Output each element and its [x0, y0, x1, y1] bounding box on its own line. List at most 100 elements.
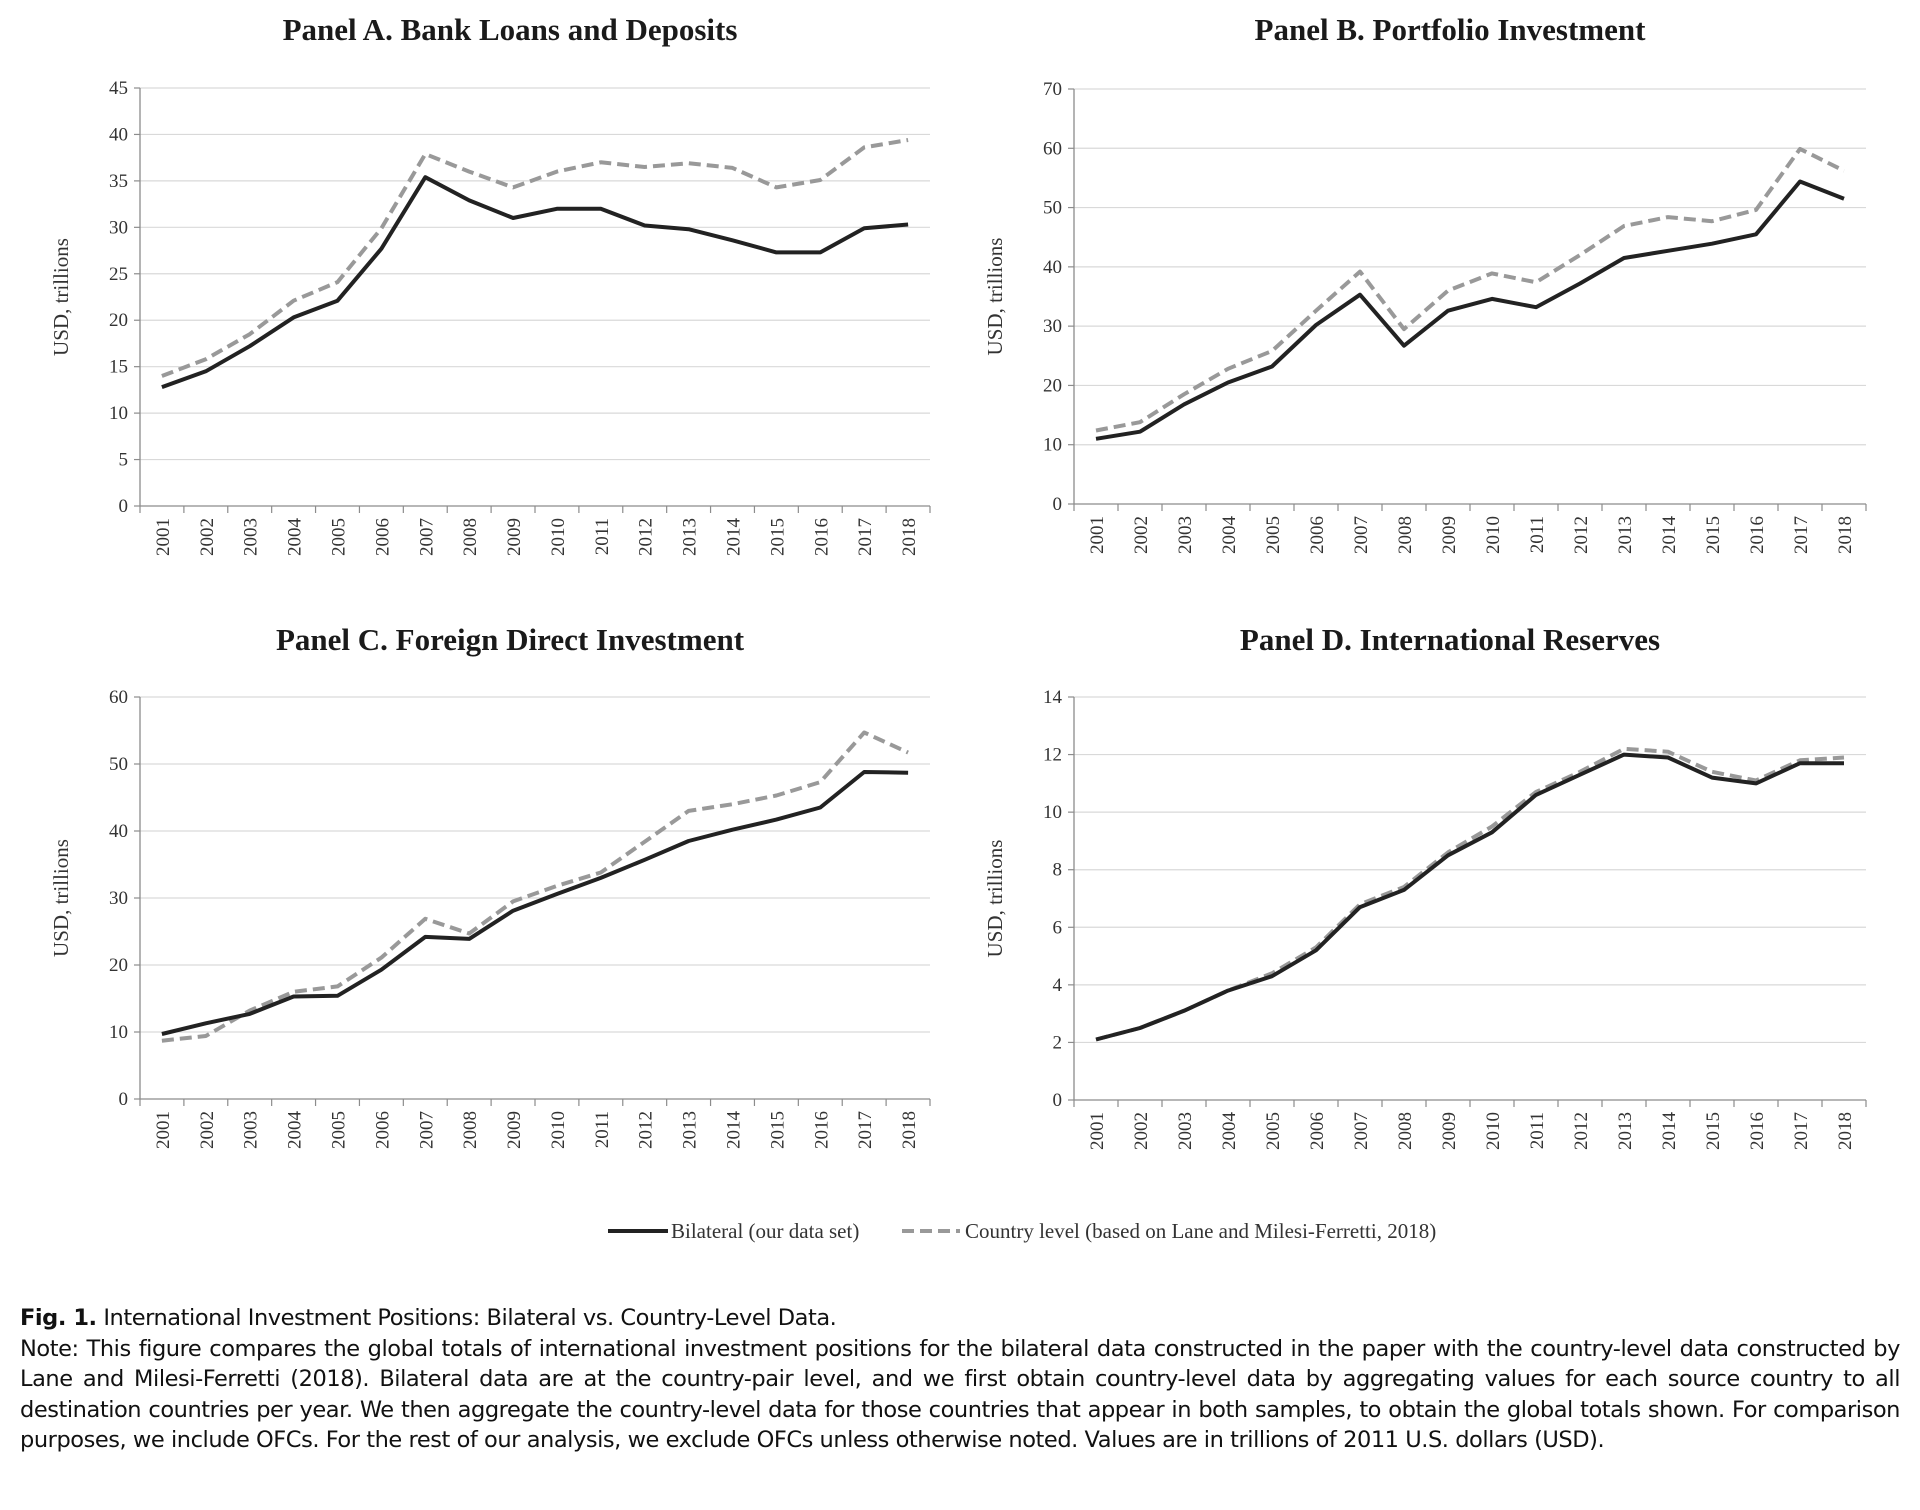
- panel-d-x-tick-label: 2018: [1835, 1112, 1856, 1150]
- panel-b-x-tick-label: 2002: [1131, 516, 1152, 554]
- panel-c-x-tick-label: 2017: [855, 1111, 876, 1149]
- panel-d-y-tick-label: 2: [1053, 1032, 1063, 1053]
- panel-c-y-tick-label: 60: [109, 687, 128, 708]
- panel-b-x-tick-label: 2004: [1219, 516, 1240, 555]
- panel-a-title: Panel A. Bank Loans and Deposits: [283, 12, 738, 47]
- panel-c-x-tick-label: 2010: [548, 1111, 569, 1149]
- panel-c-series-country-level: [161, 730, 909, 1043]
- panel-d-x-tick-label: 2016: [1747, 1112, 1768, 1150]
- panel-d-x-tick-label: 2005: [1263, 1112, 1284, 1150]
- panel-a-x-tick-label: 2008: [460, 518, 481, 556]
- panel-b-chart: Panel B. Portfolio Investment 0 10 20 30 40 50…: [983, 12, 1867, 555]
- panel-d-series-country-level: [1095, 746, 1845, 1042]
- panel-a-y-tick-label: 15: [109, 357, 128, 378]
- panel-b-x-tick-label: 2016: [1747, 516, 1768, 554]
- legend-label-country-level: Country level (based on Lane and Milesi-…: [965, 1219, 1436, 1243]
- panel-b-x-tick-label: 2014: [1659, 516, 1680, 555]
- panel-d-y-tick-label: 8: [1053, 860, 1063, 881]
- panel-b-y-tick-label: 70: [1043, 79, 1062, 100]
- panel-b-y-tick-label: 50: [1043, 198, 1062, 219]
- panel-b-x-tick-label: 2013: [1615, 516, 1636, 554]
- panel-b-y-tick-label: 40: [1043, 257, 1062, 278]
- panel-d-y-tick-label: 4: [1053, 975, 1063, 996]
- panel-c-x-tick-label: 2018: [899, 1111, 920, 1149]
- panel-a-y-tick-label: 5: [119, 450, 129, 471]
- panel-b-x-tick-label: 2015: [1703, 516, 1724, 554]
- panel-b-title: Panel B. Portfolio Investment: [1255, 12, 1647, 47]
- panel-b-x-tick-label: 2003: [1175, 516, 1196, 554]
- panel-c-y-tick-label: 20: [109, 955, 128, 976]
- panel-a-x-tick-label: 2001: [153, 518, 174, 556]
- panel-b-x-tick-label: 2005: [1263, 516, 1284, 554]
- panel-a-x-tick-label: 2007: [416, 518, 437, 556]
- panel-c-x-tick-label: 2009: [504, 1111, 525, 1149]
- panel-c-x-tick-label: 2007: [416, 1111, 437, 1149]
- panel-b-x-tick-label: 2011: [1527, 516, 1548, 553]
- panel-d-y-axis-label: USD, trillions: [983, 840, 1007, 958]
- panel-a-x-tick-label: 2014: [724, 518, 745, 557]
- panel-d-y-tick-label: 0: [1053, 1090, 1063, 1111]
- panel-c-x-tick-label: 2001: [153, 1111, 174, 1149]
- panel-a-y-tick-label: 30: [109, 217, 128, 238]
- panel-d-series-bilateral: [1095, 752, 1844, 1042]
- panel-a-x-tick-label: 2013: [680, 518, 701, 556]
- panel-d-x-tick-label: 2003: [1175, 1112, 1196, 1150]
- panel-d-x-tick-label: 2010: [1483, 1112, 1504, 1150]
- panel-c-y-tick-label: 10: [109, 1022, 128, 1043]
- panel-b-y-tick-label: 10: [1043, 435, 1062, 456]
- panel-d-x-tick-label: 2011: [1527, 1112, 1548, 1149]
- panel-c-x-tick-label: 2005: [329, 1111, 350, 1149]
- panel-b-x-tick-label: 2012: [1571, 516, 1592, 554]
- panel-b-y-tick-label: 20: [1043, 375, 1062, 396]
- panel-d-x-tick-label: 2006: [1307, 1112, 1328, 1150]
- panel-a-x-tick-label: 2009: [504, 518, 525, 556]
- panel-c-x-tick-label: 2004: [285, 1111, 306, 1150]
- panel-c-x-tick-label: 2006: [372, 1111, 393, 1149]
- legend: Bilateral (our data set) Country level (…: [608, 1219, 1436, 1243]
- figure-title: International Investment Positions: Bila…: [96, 1305, 837, 1331]
- legend-label-bilateral: Bilateral (our data set): [671, 1219, 859, 1243]
- panel-b-x-tick-label: 2017: [1791, 516, 1812, 554]
- panel-d-x-tick-label: 2017: [1791, 1112, 1812, 1150]
- caption-note: Note: This figure compares the global to…: [20, 1335, 1900, 1454]
- panel-c-title: Panel C. Foreign Direct Investment: [276, 622, 745, 657]
- panel-a-x-tick-label: 2016: [811, 518, 832, 556]
- panel-a-x-tick-label: 2011: [592, 518, 613, 555]
- panel-c-x-tick-label: 2011: [592, 1111, 613, 1148]
- panel-a-x-tick-label: 2012: [636, 518, 657, 556]
- panel-d-x-tick-label: 2008: [1395, 1112, 1416, 1150]
- panel-a-y-tick-label: 0: [119, 496, 129, 517]
- panel-d-title: Panel D. International Reserves: [1240, 622, 1660, 657]
- panel-d-x-tick-label: 2001: [1087, 1112, 1108, 1150]
- caption-title-line: Fig. 1. International Investment Positio…: [20, 1303, 1900, 1334]
- panel-a-x-tick-label: 2002: [197, 518, 218, 556]
- panel-c-x-tick-label: 2012: [636, 1111, 657, 1149]
- panel-a-x-tick-label: 2004: [285, 518, 306, 557]
- panel-d-x-tick-label: 2002: [1131, 1112, 1152, 1150]
- panel-d-x-tick-label: 2015: [1703, 1112, 1724, 1150]
- panel-a-y-tick-label: 10: [109, 403, 128, 424]
- panel-c-y-tick-label: 0: [119, 1089, 129, 1110]
- panel-c-x-tick-label: 2003: [241, 1111, 262, 1149]
- panel-c-y-axis-label: USD, trillions: [49, 839, 73, 957]
- panel-c-series-bilateral: [161, 770, 909, 1036]
- panel-a-y-tick-label: 40: [109, 124, 128, 145]
- panel-b-x-tick-label: 2006: [1307, 516, 1328, 554]
- panel-a-y-tick-label: 35: [109, 171, 128, 192]
- panel-d-y-tick-label: 6: [1053, 917, 1063, 938]
- panel-c-x-tick-label: 2013: [680, 1111, 701, 1149]
- panel-a-y-tick-label: 20: [109, 310, 128, 331]
- panel-d-y-tick-label: 12: [1043, 745, 1062, 766]
- panel-d-chart: Panel D. International Reserves 0 2 4 6 8 10 12…: [983, 622, 1867, 1151]
- panel-d-x-tick-label: 2012: [1571, 1112, 1592, 1150]
- panel-b-x-tick-label: 2008: [1395, 516, 1416, 554]
- panel-c-x-tick-label: 2008: [460, 1111, 481, 1149]
- panel-d-x-tick-label: 2014: [1659, 1112, 1680, 1151]
- panel-b-y-tick-label: 30: [1043, 316, 1062, 337]
- panel-c-y-tick-label: 50: [109, 754, 128, 775]
- panel-d-x-tick-label: 2007: [1351, 1112, 1372, 1150]
- figure-caption: Fig. 1. International Investment Positio…: [20, 1303, 1900, 1456]
- panel-b-x-tick-label: 2007: [1351, 516, 1372, 554]
- panel-a-y-tick-label: 45: [109, 78, 128, 99]
